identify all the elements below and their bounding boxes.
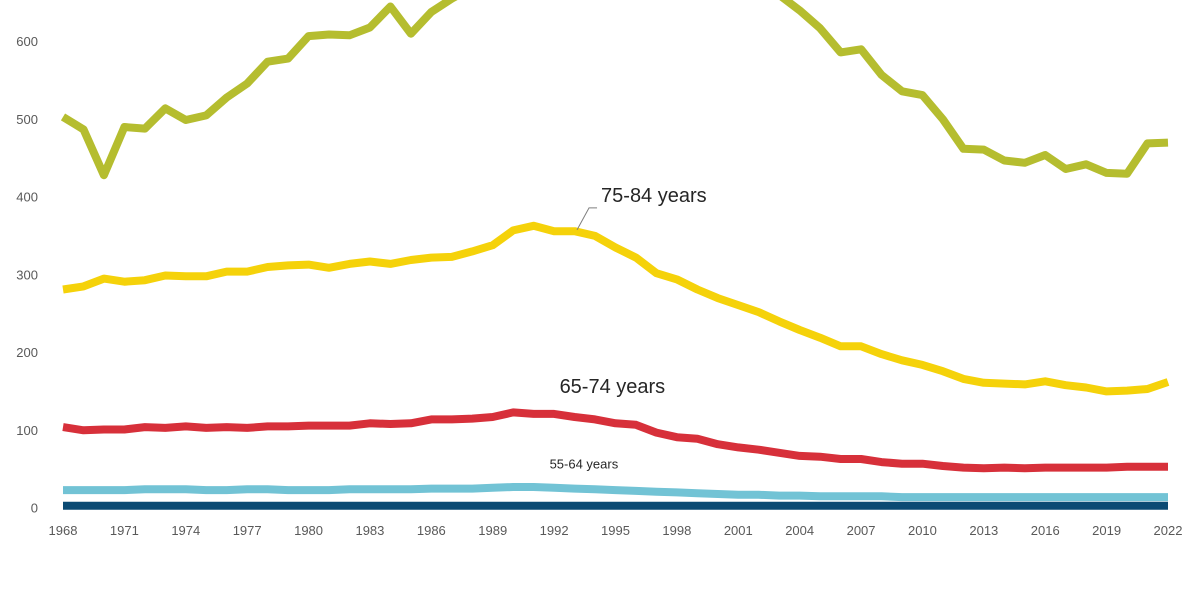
x-tick-label-1980: 1980 bbox=[294, 523, 323, 538]
x-axis: 1968 1971 1974 1977 1980 1983 1986 1989 1992 1995… bbox=[49, 523, 1183, 538]
x-tick-label-1989: 1989 bbox=[478, 523, 507, 538]
x-tick-label-2013: 2013 bbox=[969, 523, 998, 538]
y-tick-label-200: 200 bbox=[16, 345, 38, 360]
x-tick-label-1977: 1977 bbox=[233, 523, 262, 538]
annotation-65-74-years: 65-74 years bbox=[560, 376, 666, 398]
annotation-55-64-years: 55-64 years bbox=[550, 457, 619, 472]
x-tick-label-2007: 2007 bbox=[847, 523, 876, 538]
x-tick-label-2001: 2001 bbox=[724, 523, 753, 538]
x-tick-label-1995: 1995 bbox=[601, 523, 630, 538]
x-tick-label-2010: 2010 bbox=[908, 523, 937, 538]
x-tick-label-2022: 2022 bbox=[1154, 523, 1183, 538]
series-line-55-64-years bbox=[63, 483, 1168, 502]
x-tick-label-1992: 1992 bbox=[540, 523, 569, 538]
x-tick-label-2019: 2019 bbox=[1092, 523, 1121, 538]
y-tick-label-0: 0 bbox=[31, 501, 38, 516]
x-tick-label-2016: 2016 bbox=[1031, 523, 1060, 538]
x-tick-label-1968: 1968 bbox=[49, 523, 78, 538]
x-tick-label-1986: 1986 bbox=[417, 523, 446, 538]
x-tick-label-1983: 1983 bbox=[355, 523, 384, 538]
series-layer bbox=[60, 0, 1170, 510]
y-tick-label-500: 500 bbox=[16, 112, 38, 127]
x-tick-label-2004: 2004 bbox=[785, 523, 814, 538]
y-tick-label-400: 400 bbox=[16, 190, 38, 205]
x-tick-label-1971: 1971 bbox=[110, 523, 139, 538]
annotation-leader-75-84-years bbox=[576, 207, 598, 231]
y-axis: 0 100 200 300 400 500 600 bbox=[16, 34, 38, 516]
series-line-75-84-years bbox=[62, 221, 1170, 396]
annotation-layer: 75-84 years 65-74 years 55-64 years bbox=[550, 185, 707, 472]
series-line-65-74-years bbox=[62, 408, 1168, 473]
series-line-85plus-years bbox=[60, 0, 1169, 180]
x-tick-label-1998: 1998 bbox=[662, 523, 691, 538]
y-tick-label-100: 100 bbox=[16, 423, 38, 438]
x-tick-label-1974: 1974 bbox=[171, 523, 200, 538]
y-tick-label-300: 300 bbox=[16, 267, 38, 282]
annotation-75-84-years: 75-84 years bbox=[601, 185, 707, 207]
y-tick-label-600: 600 bbox=[16, 34, 38, 49]
